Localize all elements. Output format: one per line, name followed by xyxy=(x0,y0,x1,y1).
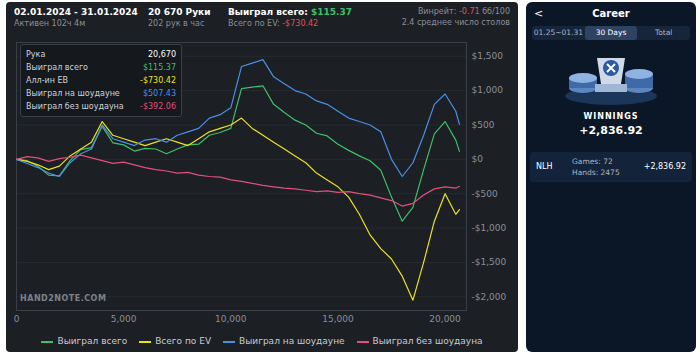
html-text:Выиграл всего: $115.37: Выиграл всего: $115.37 xyxy=(228,7,352,17)
svg-text:15,000: 15,000 xyxy=(322,314,354,324)
html-text:Games: 72: Games: 72 xyxy=(572,157,613,166)
svg-text:20,000: 20,000 xyxy=(429,314,461,324)
svg-text:5,000: 5,000 xyxy=(111,314,137,324)
html-text:NLH: NLH xyxy=(536,162,553,171)
svg-text:-$500: -$500 xyxy=(472,189,498,199)
html-text:+2,836.92: +2,836.92 xyxy=(643,162,686,171)
html-text:Total: Total xyxy=(654,28,673,37)
html-text:-$730.42: -$730.42 xyxy=(140,76,176,85)
html-text:Всего по EV: Всего по EV xyxy=(155,336,211,346)
svg-text:10,000: 10,000 xyxy=(215,314,247,324)
svg-text:0: 0 xyxy=(14,314,20,324)
html-text:Выиграл всего: Выиграл всего xyxy=(57,336,128,346)
html-text:$115.37: $115.37 xyxy=(142,63,176,72)
html-text:Винрейт: -0.71 бб/100: Винрейт: -0.71 бб/100 xyxy=(417,7,510,16)
html-text:Выиграл всего: Выиграл всего xyxy=(26,63,88,72)
svg-text:$1,500: $1,500 xyxy=(472,51,504,61)
html-text:2.4 среднее число столов: 2.4 среднее число столов xyxy=(401,18,510,27)
svg-text:-$1,000: -$1,000 xyxy=(472,223,507,233)
html-text:20,670: 20,670 xyxy=(148,50,176,59)
html-text:Career: Career xyxy=(592,8,630,19)
svg-text:$1,000: $1,000 xyxy=(472,85,504,95)
html-text:01.25~01.31: 01.25~01.31 xyxy=(533,28,583,37)
html-text:30 Days: 30 Days xyxy=(595,28,627,37)
html-text:20 670 Руки: 20 670 Руки xyxy=(148,7,211,17)
html-text:Выиграл на шоудауне: Выиграл на шоудауне xyxy=(26,89,120,98)
html-text:202 рук в час: 202 рук в час xyxy=(148,19,205,28)
html-text:WINNINGS: WINNINGS xyxy=(583,112,639,121)
svg-text:-$2,000: -$2,000 xyxy=(472,292,507,302)
html-text:02.01.2024 - 31.01.2024: 02.01.2024 - 31.01.2024 xyxy=(14,7,138,17)
html-text:Алл-ин EВ: Алл-ин EВ xyxy=(26,76,69,85)
html-text:Выиграл без шоудауна: Выиграл без шоудауна xyxy=(26,102,124,111)
html-text:HAND2NOTE.COM: HAND2NOTE.COM xyxy=(20,294,107,303)
html-text:Выиграл без шоудауна: Выиграл без шоудауна xyxy=(372,336,483,346)
html-text:$507.43: $507.43 xyxy=(142,89,176,98)
html-text:Hands: 2475: Hands: 2475 xyxy=(572,168,620,177)
html-text:+2,836.92: +2,836.92 xyxy=(579,124,643,137)
html-text:Всего по EV: -$730.42: Всего по EV: -$730.42 xyxy=(228,19,319,28)
svg-text:$0: $0 xyxy=(472,154,484,164)
svg-text:-$1,500: -$1,500 xyxy=(472,257,507,267)
html-text:Выиграл на шоудауне: Выиграл на шоудауне xyxy=(239,336,345,346)
html-text:-$392.06: -$392.06 xyxy=(140,102,176,111)
html-text:Рука: Рука xyxy=(26,50,46,59)
html-text:Активен 102ч 4м: Активен 102ч 4м xyxy=(14,19,86,28)
svg-text:$500: $500 xyxy=(472,120,495,130)
